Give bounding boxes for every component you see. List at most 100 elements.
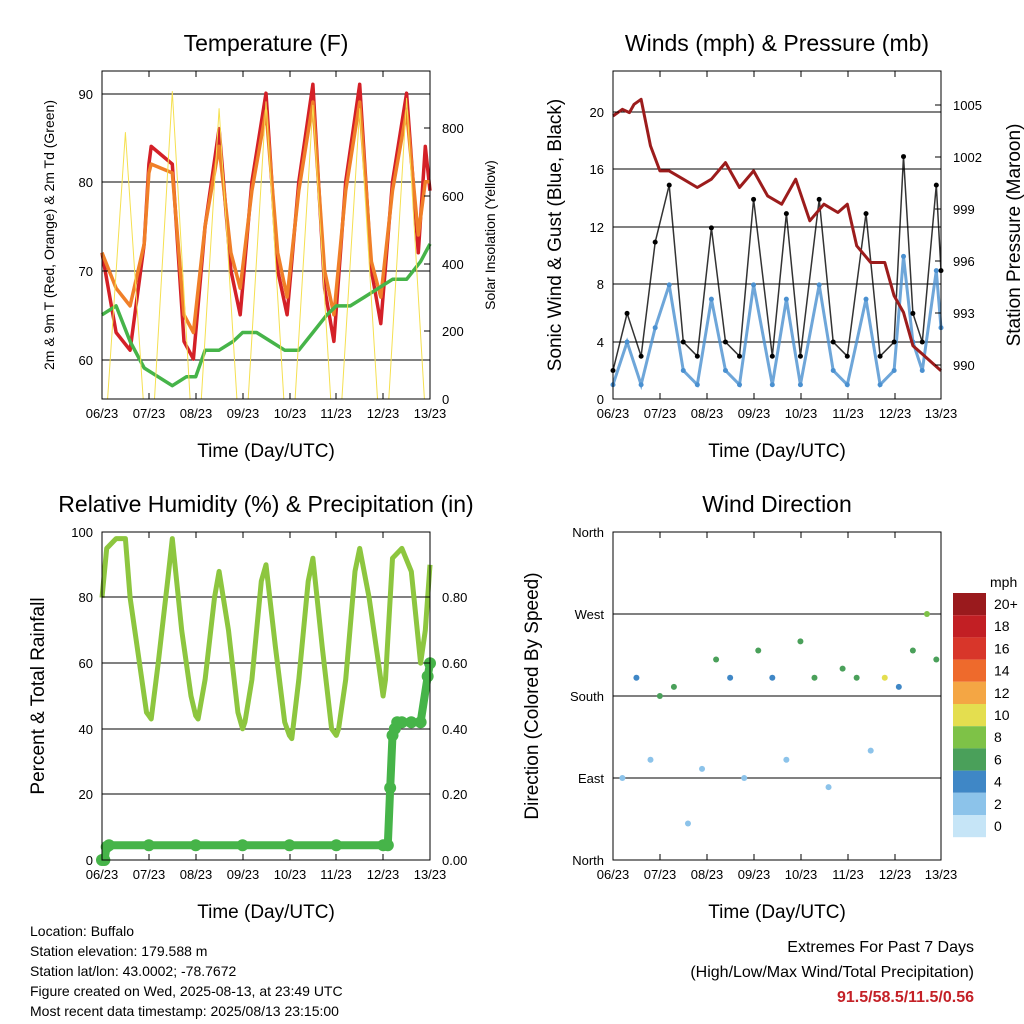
y-right-tick-label: 999	[953, 202, 975, 217]
x-tick-label: 08/23	[180, 867, 213, 882]
colorbar-swatch	[953, 770, 986, 793]
plot-frame	[101, 531, 431, 861]
y-tick-label: South	[570, 689, 604, 704]
panel-2: 06/23 07/23 08/23 09/23 10/23 11/23 12/23 13/23…	[545, 30, 1024, 462]
y-right-tick-label: 0.60	[442, 656, 467, 671]
colorbar-label: 8	[994, 729, 1002, 745]
y-tick-label: 20	[590, 105, 604, 120]
x-tick-label: 10/23	[785, 406, 818, 421]
y-tick-label: 8	[597, 277, 604, 292]
colorbar-swatch	[953, 748, 986, 771]
x-tick-label: 08/23	[691, 406, 724, 421]
panel-4: 06/23 07/23 08/23 09/23 10/23 11/23 12/23 13/23…	[522, 491, 1018, 923]
x-tick-label: 07/23	[644, 406, 677, 421]
x-tick-label: 13/23	[414, 406, 447, 421]
y-right-axis-label: Solar Insolation (Yellow)	[482, 160, 498, 310]
x-axis-label: Time (Day/UTC)	[708, 441, 846, 462]
precip-line	[100, 662, 434, 864]
gust-line	[612, 156, 942, 371]
series-line-relative-humidity	[99, 536, 433, 742]
plot-frame	[101, 70, 431, 400]
colorbar-label: 0	[994, 818, 1002, 834]
colorbar-swatch	[953, 637, 986, 660]
colorbar-label: 2	[994, 796, 1002, 812]
direction-point	[811, 674, 818, 681]
location-text: Location: Buffalo	[30, 923, 135, 939]
direction-point	[619, 775, 626, 781]
x-tick-label: 09/23	[227, 406, 260, 421]
direction-point	[933, 656, 940, 663]
x-tick-label: 09/23	[738, 867, 771, 882]
colorbar-swatch	[953, 704, 986, 727]
y-right-tick-label: 0.40	[442, 722, 467, 737]
direction-point	[633, 674, 640, 681]
direction-point	[741, 775, 748, 781]
y-right-tick-label: 993	[953, 306, 975, 321]
y-tick-label: 60	[79, 656, 93, 671]
series-line-9m-t	[100, 100, 430, 335]
direction-point	[713, 656, 720, 663]
direction-point	[825, 784, 832, 791]
x-tick-label: 10/23	[785, 867, 818, 882]
x-tick-label: 11/23	[832, 867, 864, 882]
direction-point	[895, 683, 902, 690]
x-tick-label: 09/23	[227, 867, 260, 882]
y-tick-label: West	[575, 607, 605, 622]
extremes-box: Extremes For Past 7 Days (High/Low/Max W…	[690, 935, 974, 1010]
colorbar-title: mph	[990, 574, 1017, 590]
y-tick-label: 60	[79, 353, 93, 368]
colorbar-swatch	[953, 726, 986, 749]
x-tick-label: 10/23	[274, 867, 307, 882]
colorbar-label: 6	[994, 751, 1002, 767]
y-right-tick-label: 0.20	[442, 787, 467, 802]
recent-data-text: Most recent data timestamp: 2025/08/13 2…	[30, 1003, 339, 1019]
y-tick-label: North	[572, 853, 604, 868]
y-tick-label: 90	[79, 87, 93, 102]
x-tick-label: 06/23	[597, 867, 630, 882]
colorbar-label: 12	[994, 685, 1010, 701]
x-tick-label: 13/23	[414, 867, 447, 882]
direction-point	[853, 674, 860, 681]
x-tick-label: 08/23	[691, 867, 724, 882]
direction-point	[881, 674, 888, 681]
direction-point	[727, 674, 734, 681]
x-tick-label: 10/23	[274, 406, 307, 421]
y-tick-label: 0	[597, 392, 604, 407]
plot-frame	[612, 70, 942, 400]
x-tick-label: 12/23	[367, 867, 400, 882]
y-right-tick-label: 1005	[953, 98, 982, 113]
y-right-tick-label: 1002	[953, 150, 982, 165]
chart-title: Relative Humidity (%) & Precipitation (i…	[58, 491, 473, 517]
y-tick-label: 16	[590, 162, 604, 177]
y-tick-label: 12	[590, 220, 604, 235]
colorbar-swatch	[953, 815, 986, 838]
colorbar-label: 18	[994, 618, 1010, 634]
series-line-solar-insolation	[102, 91, 430, 400]
extremes-subtitle: (High/Low/Max Wind/Total Precipitation)	[690, 964, 974, 981]
x-tick-label: 11/23	[320, 867, 352, 882]
y-right-tick-label: 400	[442, 257, 464, 272]
extremes-values: 91.5/58.5/11.5/0.56	[836, 989, 974, 1006]
direction-point	[923, 611, 930, 617]
x-axis-label: Time (Day/UTC)	[197, 441, 335, 462]
direction-point	[699, 765, 706, 772]
direction-point	[909, 647, 916, 654]
y-tick-label: East	[578, 771, 604, 786]
y-axis-label: Sonic Wind & Gust (Blue, Black)	[545, 99, 566, 371]
direction-point	[647, 756, 654, 763]
colorbar-label: 16	[994, 640, 1010, 656]
elevation-text: Station elevation: 179.588 m	[30, 943, 208, 959]
x-tick-label: 06/23	[597, 406, 630, 421]
series-line-2m-td	[101, 243, 432, 388]
direction-point	[797, 638, 804, 645]
colorbar-swatch	[953, 659, 986, 682]
direction-point	[684, 820, 691, 827]
x-axis-label: Time (Day/UTC)	[197, 902, 335, 923]
y-tick-label: 0	[86, 853, 93, 868]
y-axis-label: Direction (Colored By Speed)	[522, 572, 543, 819]
y-axis-label: 2m & 9m T (Red, Orange) & 2m Td (Green)	[41, 100, 57, 370]
x-tick-label: 12/23	[367, 406, 400, 421]
y-right-tick-label: 800	[442, 121, 464, 136]
panel-3: 06/23 07/23 08/23 09/23 10/23 11/23 12/23 13/23…	[28, 491, 474, 923]
